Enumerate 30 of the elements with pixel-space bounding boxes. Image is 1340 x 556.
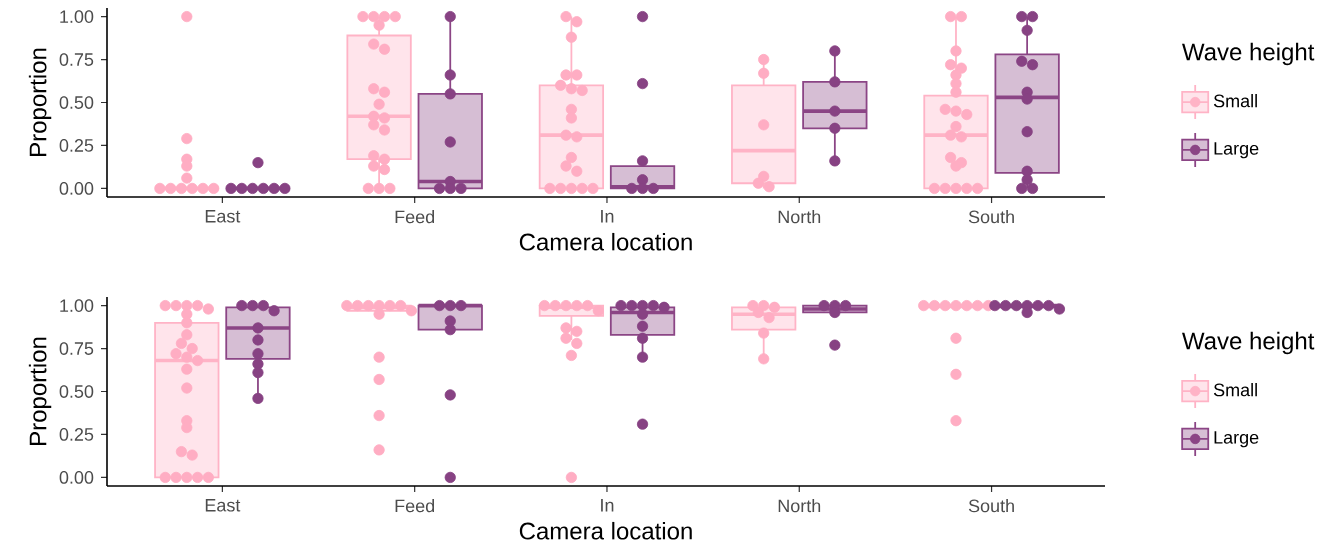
- x-tick-label: South: [968, 210, 1014, 224]
- y-tick-label: 0.00: [59, 182, 94, 195]
- x-tick-label: Feed: [395, 210, 435, 224]
- y-tick-label: 0.50: [59, 96, 94, 109]
- x-tick-label: South: [968, 499, 1014, 513]
- x-tick-label: East: [205, 499, 241, 512]
- x-tick-label: North: [778, 210, 821, 224]
- x-tick-label: East: [205, 210, 241, 223]
- y-tick-label: 1.00: [60, 299, 94, 312]
- x-tick-label: In: [601, 210, 614, 223]
- y-tick-label: 0.75: [59, 53, 94, 66]
- legend-title: Wave height: [1182, 42, 1315, 66]
- y-axis-title: Proportion: [28, 48, 52, 156]
- x-tick-label: North: [778, 499, 821, 513]
- x-axis-title: Camera location: [519, 521, 692, 540]
- y-tick-label: 0.25: [59, 139, 94, 152]
- x-tick-label: Feed: [395, 499, 435, 513]
- legend-label: Small: [1213, 94, 1257, 108]
- legend-title: Wave height: [1182, 331, 1315, 355]
- legend-label: Large: [1214, 142, 1259, 159]
- y-tick-label: 0.00: [59, 471, 94, 484]
- y-tick-label: 0.50: [59, 385, 94, 398]
- x-tick-label: In: [601, 499, 614, 512]
- x-axis-title: Camera location: [519, 232, 692, 251]
- legend-label: Small: [1213, 383, 1257, 397]
- y-axis-title: Proportion: [28, 337, 52, 445]
- legend-label: Large: [1214, 431, 1259, 448]
- y-tick-label: 0.75: [59, 342, 94, 355]
- y-tick-label: 0.25: [59, 428, 94, 441]
- y-tick-label: 1.00: [60, 10, 94, 23]
